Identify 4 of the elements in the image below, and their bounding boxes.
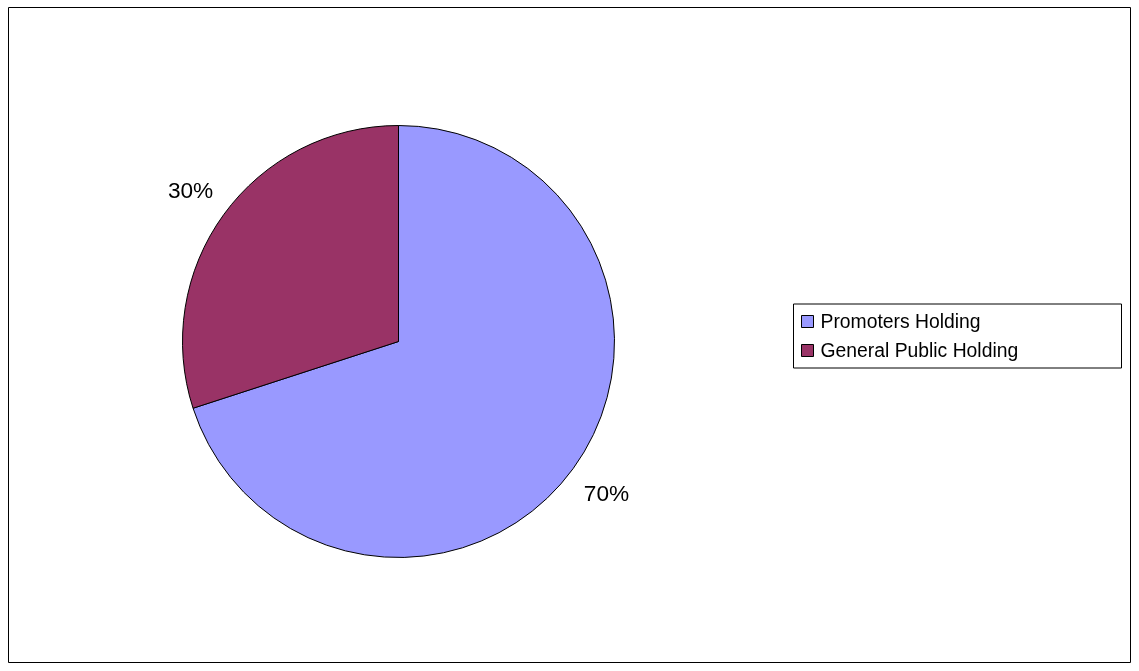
data-label: 30% — [167, 177, 214, 204]
legend-label: Promoters Holding — [820, 311, 981, 332]
legend-label: General Public Holding — [820, 340, 1019, 361]
data-label: 70% — [583, 479, 630, 506]
